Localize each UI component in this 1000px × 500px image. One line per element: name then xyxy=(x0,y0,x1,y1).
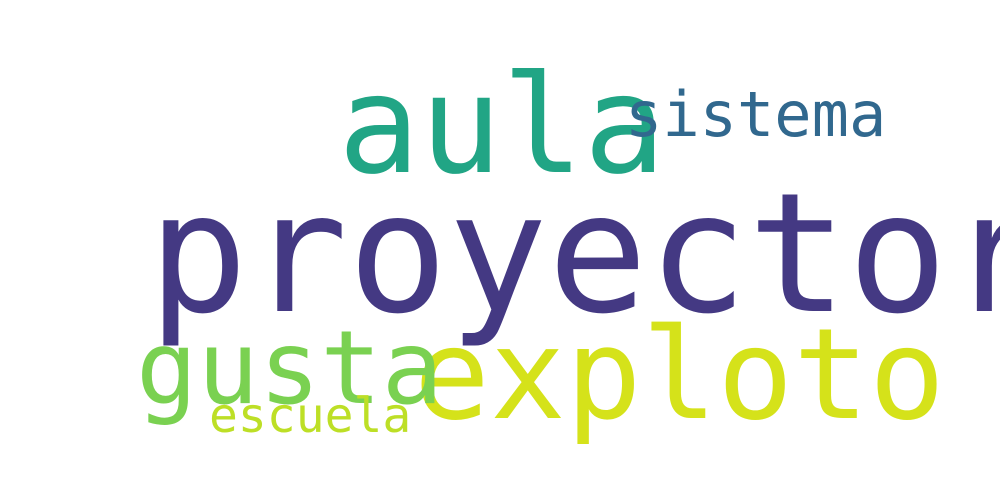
word-sistema: sistema xyxy=(625,78,887,151)
word-exploto: exploto xyxy=(414,301,946,448)
word-escuela: escuela xyxy=(209,388,412,444)
word-aula: aula xyxy=(338,47,666,205)
word-gusta: gusta xyxy=(136,309,444,428)
word-proyector: proyector xyxy=(148,158,1000,351)
